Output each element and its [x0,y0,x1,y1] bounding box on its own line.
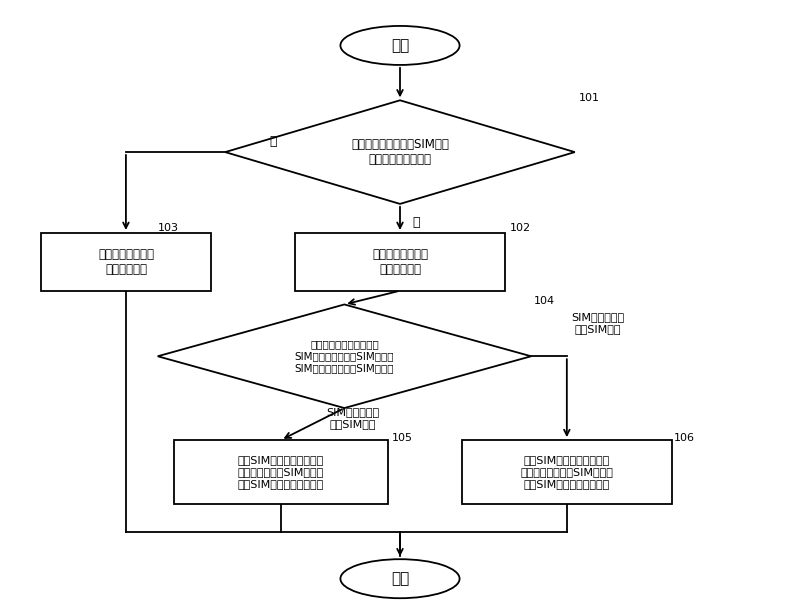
Text: 开启多卡呼叫等待功能？
SIM卡２智能转移到SIM卡１？
SIM卡１智能转移到SIM卡２？: 开启多卡呼叫等待功能？ SIM卡２智能转移到SIM卡１？ SIM卡１智能转移到S… [294,339,394,373]
Bar [294,233,506,291]
Ellipse shape [341,26,459,65]
Text: 显示多卡呼叫等待
相关操作选项: 显示多卡呼叫等待 相关操作选项 [372,248,428,276]
Text: 检测是否已插入两张SIM卡，
且均处于待机状态？: 检测是否已插入两张SIM卡， 且均处于待机状态？ [351,138,449,166]
Text: 102: 102 [510,223,530,232]
Text: 106: 106 [674,433,695,443]
Text: SIM卡１智能转
移到SIM卡２: SIM卡１智能转 移到SIM卡２ [571,312,624,333]
Text: 开启SIM卡１的呼叫转移功
能，目标号码设为SIM卡２；
开启SIM卡２呼叫等待功能: 开启SIM卡１的呼叫转移功 能，目标号码设为SIM卡２； 开启SIM卡２呼叫等待… [520,456,614,489]
Ellipse shape [341,559,459,598]
Text: 开始: 开始 [391,38,409,53]
Text: 104: 104 [534,296,554,306]
Text: 105: 105 [392,433,413,443]
Text: 结束: 结束 [391,571,409,586]
Text: 否: 否 [269,135,277,148]
Bar [174,440,388,504]
Text: SIM卡２智能转
移到SIM卡１: SIM卡２智能转 移到SIM卡１ [326,407,379,429]
Bar [41,233,211,291]
Polygon shape [226,100,574,204]
Text: 隐藏多卡呼叫等待
相关操作选项: 隐藏多卡呼叫等待 相关操作选项 [98,248,154,276]
Text: 是: 是 [412,216,419,229]
Text: 开启SIM卡２呼叫转移功能
，目标号码设为SIM卡１；
开启SIM卡１呼叫等待功能: 开启SIM卡２呼叫转移功能 ，目标号码设为SIM卡１； 开启SIM卡１呼叫等待功… [238,456,324,489]
Text: 101: 101 [578,93,600,103]
Polygon shape [158,304,531,408]
Bar [462,440,672,504]
Text: 103: 103 [158,223,178,232]
